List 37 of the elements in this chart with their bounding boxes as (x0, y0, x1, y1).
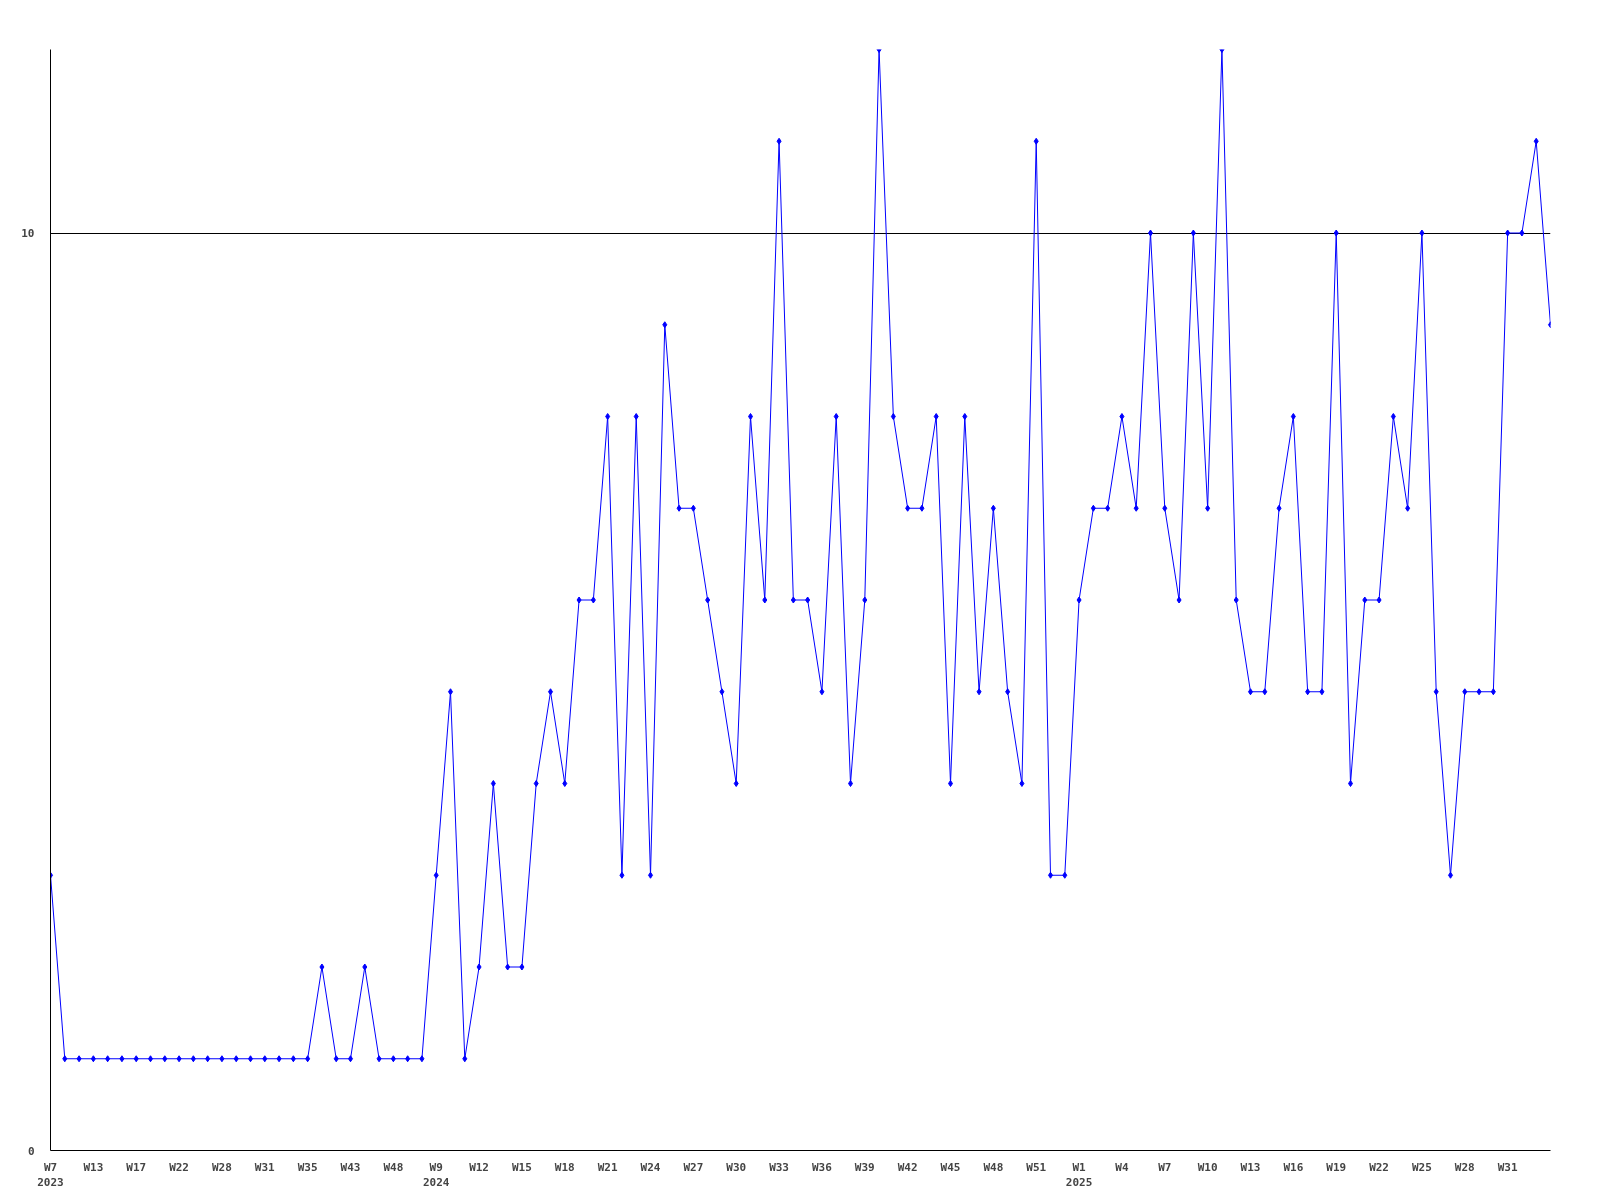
x-tick-label: W7 2023 (37, 1160, 64, 1190)
x-tick-label: W24 (640, 1160, 661, 1174)
x-tick-label: W33 (769, 1160, 790, 1174)
x-tick-label: W36 (811, 1160, 833, 1174)
x-tick-label: W13 (83, 1160, 104, 1174)
x-tick-label: W31 (1497, 1160, 1518, 1174)
x-tick-label: W35 (297, 1160, 318, 1174)
x-tick-label: W7 (1158, 1160, 1172, 1174)
x-tick-label: W16 (1283, 1160, 1304, 1174)
x-tick-label: W4 (1115, 1160, 1129, 1174)
x-tick-label: W9 2024 (422, 1160, 450, 1190)
x-tick-label: W21 (597, 1160, 618, 1174)
x-tick-label: W45 (940, 1160, 961, 1174)
x-tick-label: W10 (1197, 1160, 1218, 1174)
x-tick-label: W51 (1026, 1160, 1047, 1174)
x-tick-label: W17 (126, 1160, 147, 1174)
x-tick-label: W48 (983, 1160, 1004, 1174)
x-tick-label: W18 (554, 1160, 575, 1174)
y-tick-label: 0 (27, 1144, 35, 1158)
x-tick-label: W1 2025 (1065, 1160, 1093, 1190)
x-tick-label: W28 (211, 1160, 232, 1174)
x-tick-label: W12 (469, 1160, 490, 1174)
x-tick-label: W13 (1240, 1160, 1261, 1174)
x-tick-label: W25 (1411, 1160, 1432, 1174)
x-tick-label: W22 (169, 1160, 190, 1174)
x-tick-label: W30 (726, 1160, 747, 1174)
x-tick-label: W19 (1326, 1160, 1347, 1174)
x-tick-label: W22 (1369, 1160, 1390, 1174)
x-tick-label: W48 (383, 1160, 404, 1174)
x-tick-label: W42 (897, 1160, 918, 1174)
x-tick-label: W31 (254, 1160, 276, 1174)
y-tick-label: 10 (21, 227, 35, 240)
x-tick-label: W27 (683, 1160, 704, 1174)
x-tick-label: W28 (1454, 1160, 1475, 1174)
x-tick-label: W39 (854, 1160, 875, 1174)
x-tick-label: W15 (511, 1160, 532, 1174)
x-tick-label: W43 (340, 1160, 361, 1174)
